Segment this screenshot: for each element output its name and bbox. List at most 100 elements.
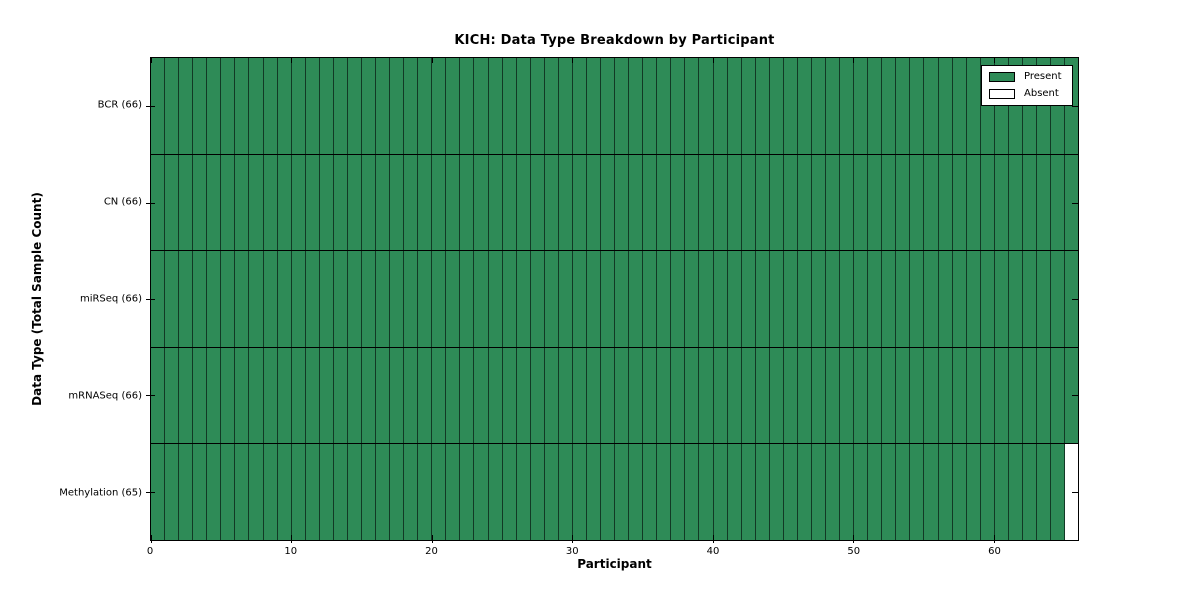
cell-present (741, 347, 756, 444)
cell-present (1022, 347, 1037, 444)
x-tick-mark (431, 58, 433, 63)
cell-present (741, 58, 756, 154)
cell-present (938, 154, 953, 251)
cell-present (826, 154, 841, 251)
cell-present (488, 154, 503, 251)
cell-present (1008, 444, 1023, 540)
cell-present (783, 154, 798, 251)
cell-present (291, 251, 306, 347)
cell-present (404, 251, 419, 347)
cell-present (797, 251, 812, 347)
cell-present (882, 154, 897, 251)
cell-present (347, 154, 362, 251)
cell-present (727, 251, 742, 347)
cell-present (572, 251, 587, 347)
cell-present (291, 444, 306, 540)
cell-present (1065, 251, 1079, 347)
cell-present (179, 251, 194, 347)
cell-present (249, 444, 264, 540)
cell-present (319, 444, 334, 540)
cell-present (474, 251, 489, 347)
cell-present (854, 444, 869, 540)
cell-present (629, 251, 644, 347)
cell-present (699, 58, 714, 154)
cell-present (333, 347, 348, 444)
cell-present (516, 347, 531, 444)
cell-present (1051, 347, 1066, 444)
cell-present (755, 154, 770, 251)
cell-present (347, 58, 362, 154)
cell-present (474, 347, 489, 444)
x-tick-mark (993, 58, 995, 63)
x-tick-mark (853, 535, 855, 543)
cell-present (854, 251, 869, 347)
cell-present (305, 58, 320, 154)
cell-present (1008, 347, 1023, 444)
cell-present (755, 444, 770, 540)
cell-present (249, 58, 264, 154)
cell-present (418, 444, 433, 540)
cell-present (615, 251, 630, 347)
y-tick-mark (1072, 491, 1078, 493)
cell-present (432, 154, 447, 251)
cell-present (840, 251, 855, 347)
cell-present (418, 251, 433, 347)
cell-present (179, 347, 194, 444)
cell-present (249, 154, 264, 251)
cell-present (165, 251, 180, 347)
cell-present (277, 251, 292, 347)
cell-present (432, 444, 447, 540)
x-tick-label: 50 (847, 546, 861, 557)
cell-present (179, 58, 194, 154)
cell-present (488, 444, 503, 540)
data-row-mRNASeq (151, 347, 1079, 445)
cell-present (572, 347, 587, 444)
cell-present (193, 154, 208, 251)
cell-present (980, 347, 995, 444)
cell-present (994, 251, 1009, 347)
cell-present (615, 154, 630, 251)
cell-present (713, 154, 728, 251)
cell-absent (1065, 444, 1079, 540)
cell-present (882, 347, 897, 444)
x-tick-mark (993, 535, 995, 543)
cell-present (151, 347, 166, 444)
cell-present (1022, 444, 1037, 540)
cell-present (1036, 347, 1051, 444)
cell-present (601, 251, 616, 347)
cell-present (938, 347, 953, 444)
x-tick-label: 40 (706, 546, 720, 557)
cell-present (263, 444, 278, 540)
cell-present (474, 58, 489, 154)
cell-present (643, 58, 658, 154)
cell-present (826, 444, 841, 540)
cell-present (502, 154, 517, 251)
cell-present (769, 347, 784, 444)
x-tick-mark (853, 58, 855, 63)
cell-present (840, 347, 855, 444)
cell-present (179, 444, 194, 540)
cell-present (446, 154, 461, 251)
cell-present (418, 154, 433, 251)
cell-present (193, 444, 208, 540)
cell-present (755, 347, 770, 444)
legend-present-label: Present (1024, 71, 1062, 82)
cell-present (207, 154, 222, 251)
cell-present (446, 347, 461, 444)
y-tick-label-BCR: BCR (66) (97, 99, 142, 111)
cell-present (854, 347, 869, 444)
cell-present (390, 154, 405, 251)
cell-present (699, 444, 714, 540)
cell-present (643, 347, 658, 444)
cell-present (980, 154, 995, 251)
cell-present (305, 347, 320, 444)
cell-present (629, 347, 644, 444)
cell-present (193, 347, 208, 444)
cell-present (980, 444, 995, 540)
cell-present (333, 58, 348, 154)
cell-present (713, 58, 728, 154)
cell-present (615, 444, 630, 540)
cell-present (727, 347, 742, 444)
cell-present (319, 251, 334, 347)
cell-present (333, 154, 348, 251)
